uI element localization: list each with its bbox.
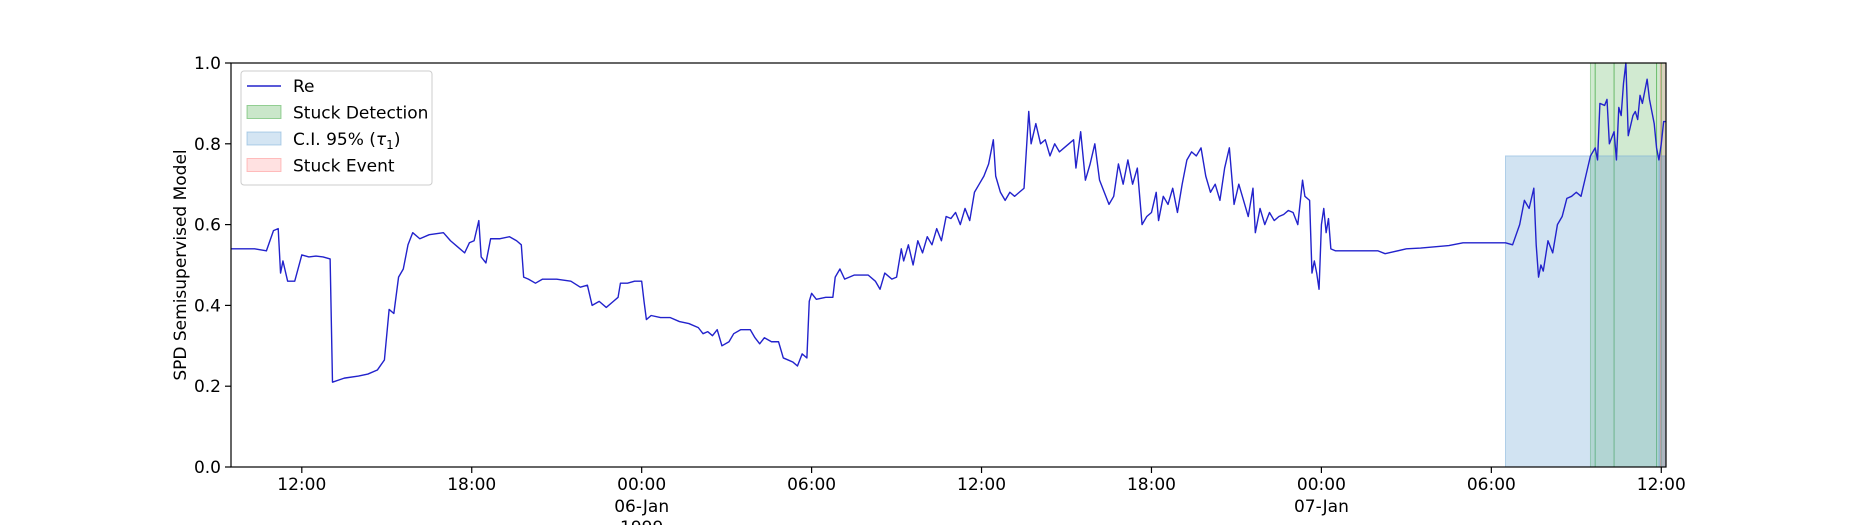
x-tick-label: 06:00: [1467, 475, 1516, 495]
legend: Re Stuck Detection C.I. 95% (τ1) Stuck Even…: [240, 70, 433, 186]
legend-patch-swatch: [246, 131, 282, 146]
x-tick-date-label: 07-Jan: [1294, 497, 1349, 517]
legend-entry-label: Stuck Detection: [293, 104, 428, 124]
y-tick-label: 0.8: [194, 135, 221, 155]
band-c-i-95-1: [1505, 155, 1667, 468]
x-tick-label: 12:00: [957, 475, 1006, 495]
legend-box: [240, 70, 433, 186]
legend-entry-label: Stuck Event: [293, 157, 395, 177]
x-tick-date-label: 06-Jan: [614, 497, 669, 517]
shaded-bands: [1505, 62, 1667, 468]
x-tick-year-label: 1999: [620, 518, 663, 525]
y-tick-label: 0.0: [194, 458, 221, 478]
x-tick-label: 00:00: [617, 475, 666, 495]
y-tick-label: 0.6: [194, 216, 221, 236]
y-tick-label: 1.0: [194, 54, 221, 74]
series-line-re: [231, 62, 1666, 383]
legend-patch-swatch: [246, 105, 282, 119]
band-stuck-detection: [1613, 62, 1658, 468]
legend-patch-swatch: [246, 158, 282, 172]
series-lines: [231, 62, 1666, 383]
legend-entry-label: C.I. 95% (τ1): [293, 130, 400, 152]
x-tick-label: 12:00: [1637, 475, 1686, 495]
x-tick-label: 00:00: [1297, 475, 1346, 495]
y-tick-label: 0.2: [194, 377, 221, 397]
x-tick-label: 06:00: [787, 475, 836, 495]
legend-entry-label: Re: [293, 77, 315, 97]
x-axis: 12:0018:0000:0006-Jan199906:0012:0018:00…: [277, 467, 1686, 525]
y-axis: 0.0 0.2 0.4 0.6 0.8 1.0: [194, 54, 231, 478]
plot-frame: [230, 62, 1667, 468]
y-tick-label: 0.4: [194, 296, 221, 316]
x-tick-label: 12:00: [277, 475, 326, 495]
x-tick-label: 18:00: [447, 475, 496, 495]
y-axis-label: SPD Semisupervised Model: [171, 149, 191, 380]
x-tick-label: 18:00: [1127, 475, 1176, 495]
